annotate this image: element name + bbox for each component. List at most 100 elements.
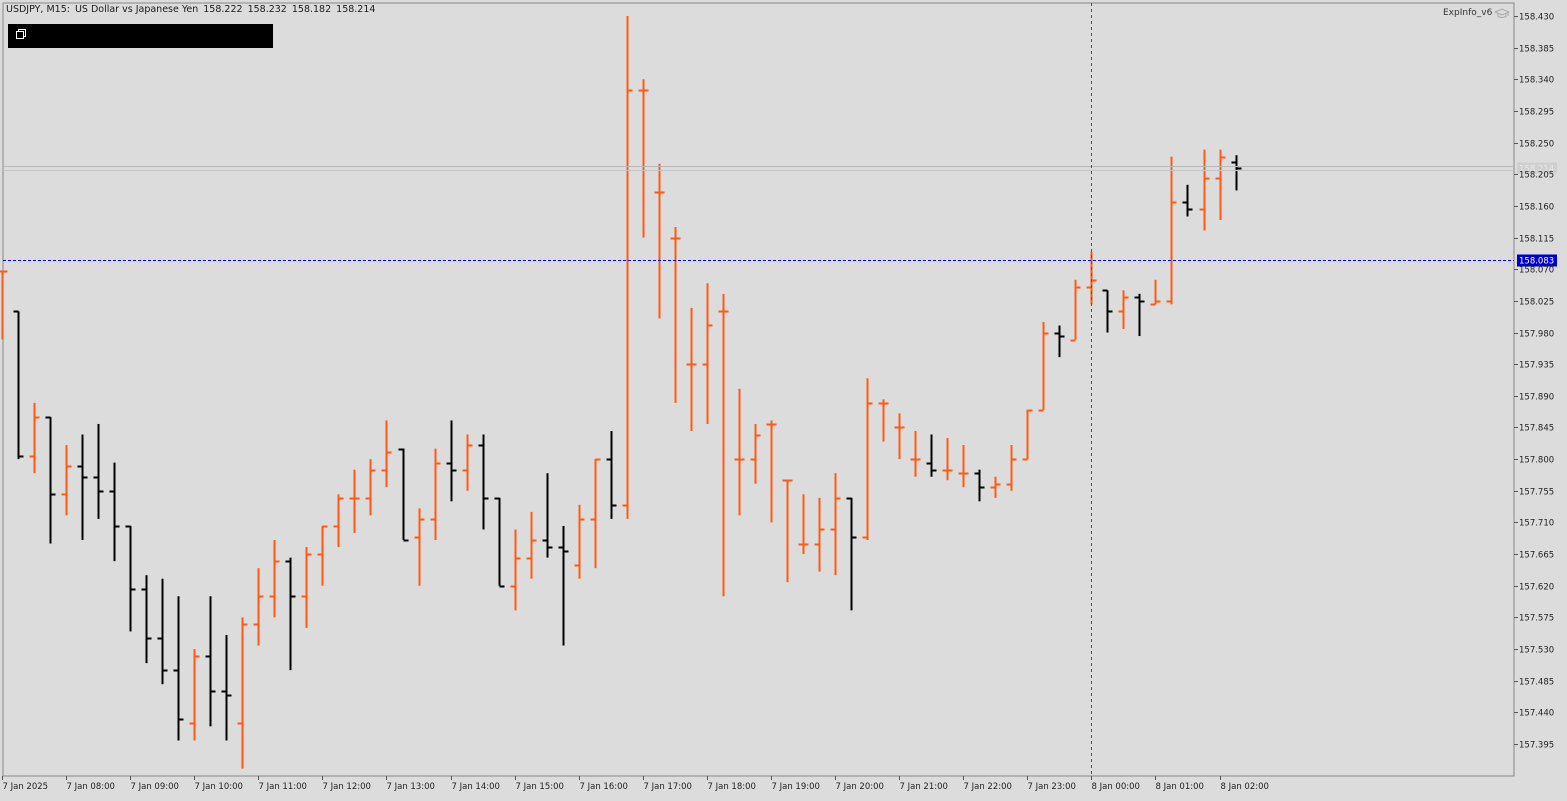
y-tick-label: 158.205 xyxy=(1519,171,1554,181)
ohlc-high: 158.232 xyxy=(247,4,287,15)
price-lines: 158.214 158.083 xyxy=(3,3,1557,776)
x-tick-label: 7 Jan 08:00 xyxy=(67,782,115,792)
ohlc-bar xyxy=(574,504,585,579)
ohlc-bar xyxy=(1215,149,1226,220)
ohlc-bar xyxy=(798,494,809,555)
y-tick-label: 157.755 xyxy=(1519,488,1554,498)
plot-area[interactable] xyxy=(2,2,1515,777)
ohlc-bar xyxy=(782,479,793,583)
x-tick-label: 7 Jan 11:00 xyxy=(259,782,307,792)
ohlc-bar xyxy=(93,423,104,519)
y-tick-label: 158.340 xyxy=(1519,76,1554,86)
x-tick-label: 7 Jan 17:00 xyxy=(644,782,692,792)
ohlc-bar xyxy=(654,163,665,319)
ohlc-bar xyxy=(462,434,473,491)
ohlc-bar xyxy=(766,420,777,523)
bid-price-label: 158.214 xyxy=(1517,162,1557,175)
ohlc-bar xyxy=(1102,289,1113,333)
y-tick-label: 157.395 xyxy=(1519,741,1554,751)
y-tick-label: 158.160 xyxy=(1519,203,1554,213)
ohlc-bar xyxy=(285,557,296,671)
ohlc-bar xyxy=(365,459,376,516)
bid-label-text: 158.214 xyxy=(1519,165,1554,175)
ohlc-bar xyxy=(862,378,873,541)
x-tick-label: 7 Jan 10:00 xyxy=(195,782,243,792)
ohlc-bars xyxy=(0,16,1242,769)
ohlc-bar xyxy=(1038,321,1049,412)
ohlc-bar xyxy=(29,402,40,474)
y-tick-label: 158.250 xyxy=(1519,140,1554,150)
ohlc-bar xyxy=(221,634,232,741)
ohlc-bar xyxy=(1022,409,1033,461)
x-tick-label: 8 Jan 00:00 xyxy=(1092,782,1140,792)
x-tick-label: 7 Jan 2025 xyxy=(3,782,49,792)
indicator-label: ExpInfo_v6 xyxy=(1443,8,1493,18)
ohlc-bar xyxy=(1231,155,1242,191)
ohlc-bar xyxy=(1006,445,1017,491)
ohlc-bar xyxy=(45,416,56,544)
ohlc-bar xyxy=(237,617,248,769)
y-tick-label: 158.430 xyxy=(1519,13,1554,23)
ohlc-bar xyxy=(590,458,601,569)
bid-label-box xyxy=(1517,162,1557,174)
ohlc-bar xyxy=(189,649,200,741)
ohlc-bar xyxy=(1166,156,1177,305)
symbol-description: US Dollar vs Japanese Yen xyxy=(74,4,199,15)
graduation-cap-icon[interactable] xyxy=(1494,8,1510,19)
ohlc-bar xyxy=(878,399,889,442)
x-tick-label: 7 Jan 20:00 xyxy=(836,782,884,792)
ohlc-bar xyxy=(670,227,681,403)
ohlc-bar xyxy=(430,448,441,541)
ohlc-bar xyxy=(814,497,825,572)
y-tick-label: 157.530 xyxy=(1519,646,1554,656)
ohlc-bar xyxy=(830,473,841,576)
x-tick-label: 8 Jan 02:00 xyxy=(1221,782,1269,792)
time-axis[interactable]: 7 Jan 2025 7 Jan 08:00 7 Jan 09:00 7 Jan 10… xyxy=(2,776,1269,792)
price-axis[interactable]: 158.430 158.385 158.340 158.295 158.250 158.2… xyxy=(1514,13,1554,751)
ohlc-bar xyxy=(0,270,8,340)
ohlc-bar xyxy=(1150,279,1161,306)
ohlc-bar xyxy=(638,79,649,238)
ohlc-bar xyxy=(446,420,457,502)
ohlc-bar xyxy=(942,438,953,481)
symbol-timeframe: USDJPY, M15: xyxy=(6,4,70,15)
ohlc-bar xyxy=(205,596,216,727)
ohlc-open: 158.222 xyxy=(203,4,243,15)
ohlc-bar xyxy=(734,388,745,516)
y-tick-label: 157.440 xyxy=(1519,709,1554,719)
ohlc-bar xyxy=(1118,290,1129,330)
ohlc-bar xyxy=(173,596,184,741)
y-tick-label: 157.980 xyxy=(1519,330,1554,340)
y-tick-label: 157.575 xyxy=(1519,614,1554,624)
ohlc-bar xyxy=(478,434,489,530)
ohlc-close: 158.214 xyxy=(336,4,376,15)
ohlc-bar xyxy=(61,445,72,516)
ohlc-bar xyxy=(1070,279,1081,342)
y-tick-label: 158.070 xyxy=(1519,266,1554,276)
ohlc-bar xyxy=(398,448,409,542)
ohlc-bar xyxy=(910,430,921,477)
x-tick-label: 7 Jan 21:00 xyxy=(900,782,948,792)
y-tick-label: 158.115 xyxy=(1519,235,1554,245)
ohlc-bar xyxy=(894,413,905,460)
ohlc-bar xyxy=(157,578,168,685)
restore-window-icon[interactable] xyxy=(16,29,26,39)
x-tick-label: 7 Jan 22:00 xyxy=(964,782,1012,792)
ohlc-bar xyxy=(702,283,713,424)
ohlc-bar xyxy=(926,434,937,477)
ohlc-bar xyxy=(141,575,152,664)
y-tick-label: 158.025 xyxy=(1519,298,1554,308)
ohlc-bar xyxy=(269,540,280,618)
ohlc-bar xyxy=(1182,184,1193,217)
ohlc-bar xyxy=(414,508,425,586)
ohlc-bar xyxy=(526,511,537,579)
one-click-trading-panel[interactable] xyxy=(8,24,273,48)
ohlc-bar xyxy=(846,497,857,611)
y-tick-label: 157.620 xyxy=(1519,583,1554,593)
x-tick-label: 7 Jan 14:00 xyxy=(452,782,500,792)
ohlc-bar xyxy=(718,293,729,597)
price-label-text: 158.083 xyxy=(1519,257,1554,267)
y-tick-label: 157.935 xyxy=(1519,361,1554,371)
